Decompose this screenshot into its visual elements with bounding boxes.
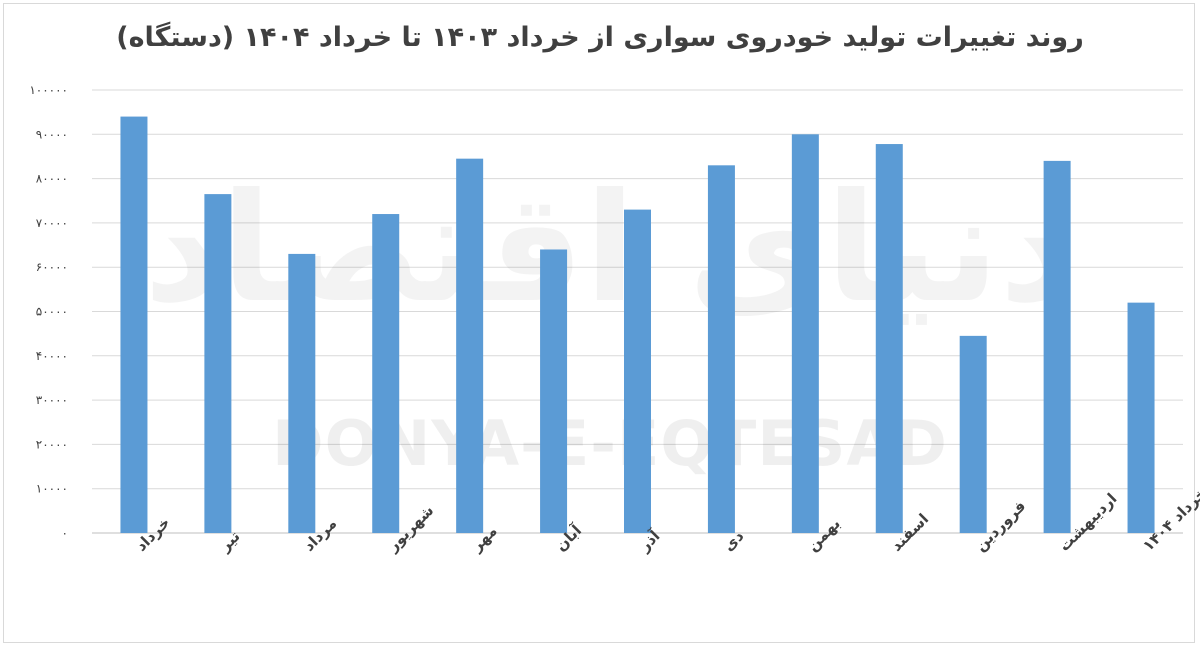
y-axis-ticks: ۰ ۱۰۰۰۰ ۲۰۰۰۰ ۳۰۰۰۰ ۴۰۰۰۰ ۵۰۰۰۰ ۶۰۰۰۰ ۷۰۰۰۰ ۸۰۰۰… [29,83,68,540]
y-tick-label: ۲۰۰۰۰ [36,437,68,451]
y-tick-label: ۰ [62,526,68,540]
bar [959,335,987,533]
y-tick-label: ۶۰۰۰۰ [36,260,68,274]
chart-frame [3,3,1195,643]
bar [540,249,568,534]
y-tick-label: ۸۰۰۰۰ [36,172,68,186]
watermark-logo: دنیای اقتصاد [144,162,1077,336]
bar [875,144,903,533]
y-tick-label: ۱۰۰۰۰۰ [29,83,68,97]
chart-title: روند تغییرات تولید خودروی سواری از خرداد… [116,22,1084,53]
bar [120,116,148,533]
bar [456,158,484,534]
bar [1043,160,1071,533]
y-tick-label: ۹۰۰۰۰ [36,127,68,141]
bar [288,253,316,533]
y-tick-label: ۱۰۰۰۰ [36,482,68,496]
bar [707,165,735,533]
y-tick-label: ۴۰۰۰۰ [36,349,68,363]
y-tick-label: ۷۰۰۰۰ [36,216,68,230]
bar [372,214,400,534]
y-tick-label: ۵۰۰۰۰ [36,305,68,319]
watermark: DONYA-E-EQTESAD دنیای اقتصاد [144,162,1077,480]
bar [1127,302,1155,533]
bar [791,134,819,534]
bar [204,194,232,534]
bars [120,116,1155,534]
y-tick-label: ۳۰۰۰۰ [36,393,68,407]
bar [624,209,651,534]
